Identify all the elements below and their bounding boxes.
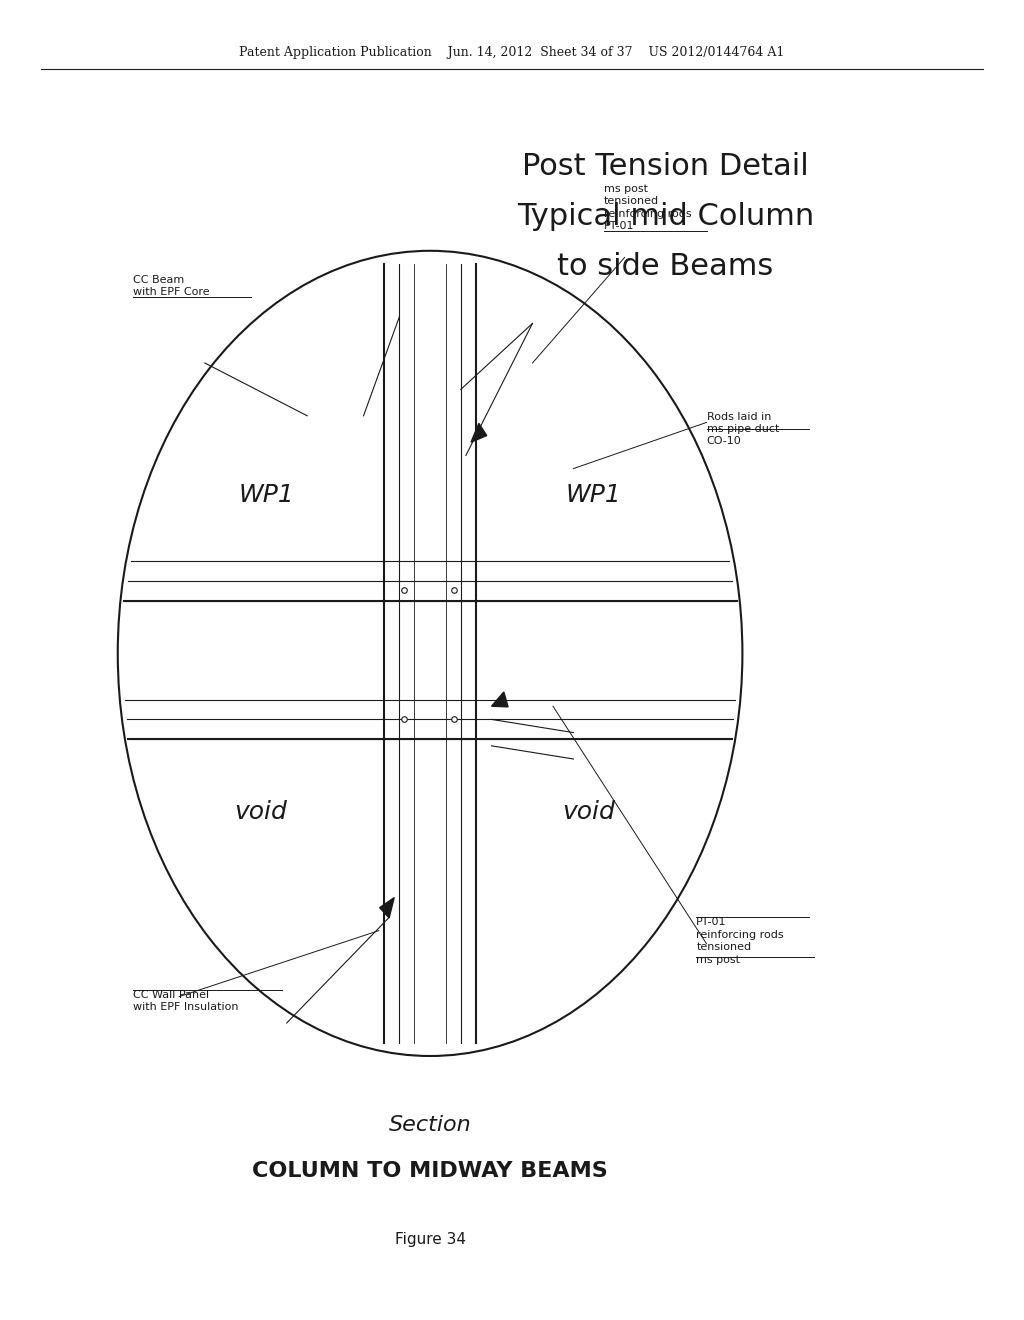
Text: PT-01
reinforcing rods
tensioned
ms post: PT-01 reinforcing rods tensioned ms post	[696, 917, 784, 965]
Text: void: void	[234, 800, 288, 824]
Text: WP1: WP1	[239, 483, 294, 507]
Text: Section: Section	[389, 1115, 471, 1135]
Polygon shape	[380, 898, 394, 917]
Text: Figure 34: Figure 34	[394, 1233, 466, 1247]
Polygon shape	[471, 424, 486, 442]
Text: CC Beam
with EPF Core: CC Beam with EPF Core	[133, 275, 210, 297]
Polygon shape	[492, 692, 508, 708]
Text: Post Tension Detail: Post Tension Detail	[522, 152, 809, 181]
Text: ms post
tensioned
reinforcing rods
PT-01: ms post tensioned reinforcing rods PT-01	[604, 183, 692, 231]
Text: Rods laid in
ms pipe duct
CO-10: Rods laid in ms pipe duct CO-10	[707, 412, 779, 446]
Text: CC Wall Panel
with EPF Insulation: CC Wall Panel with EPF Insulation	[133, 990, 239, 1012]
Text: WP1: WP1	[566, 483, 622, 507]
Text: to side Beams: to side Beams	[557, 252, 774, 281]
Text: Typical mid Column: Typical mid Column	[517, 202, 814, 231]
Text: void: void	[562, 800, 615, 824]
Text: Patent Application Publication    Jun. 14, 2012  Sheet 34 of 37    US 2012/01447: Patent Application Publication Jun. 14, …	[240, 46, 784, 59]
Text: COLUMN TO MIDWAY BEAMS: COLUMN TO MIDWAY BEAMS	[252, 1162, 608, 1181]
